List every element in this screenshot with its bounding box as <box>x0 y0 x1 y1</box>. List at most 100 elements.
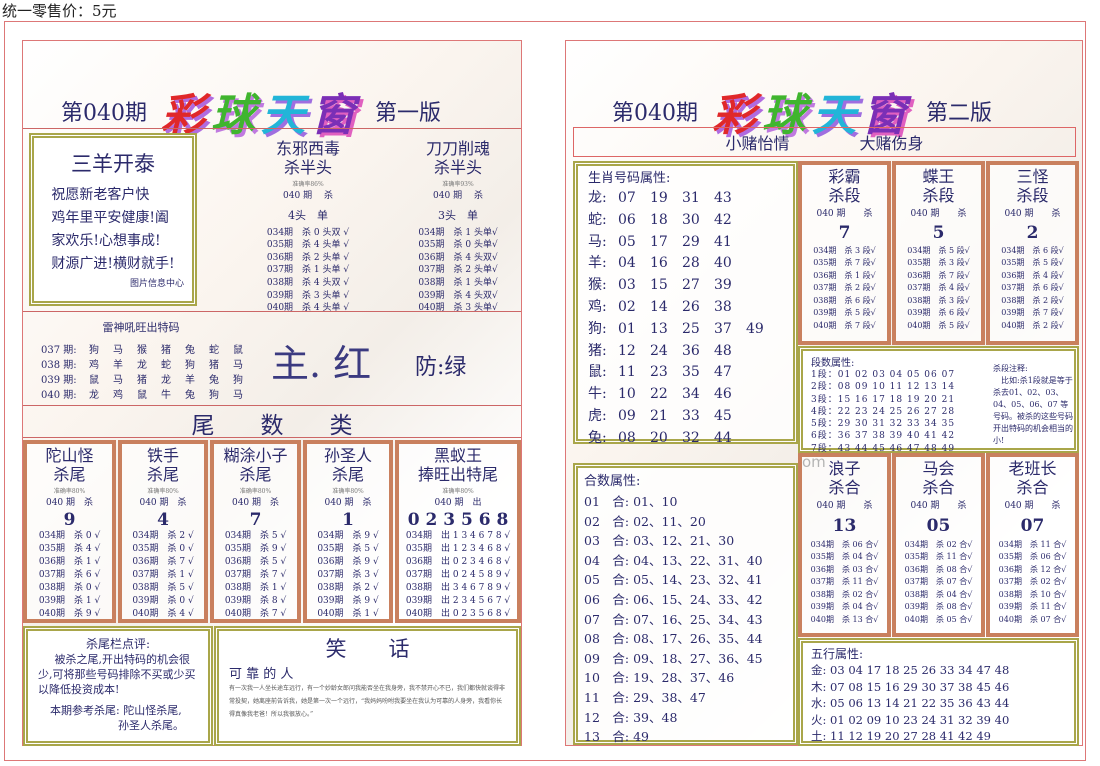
combo-row: 06 合: 06、15、24、33、42 <box>584 591 763 607</box>
history-row: 035期 杀 04 合√ <box>810 552 879 562</box>
zodiac-number: 25 <box>682 320 700 337</box>
history-row: 034期 杀 3 段√ <box>813 245 876 255</box>
history-row: 038期 杀 5 √ <box>132 582 194 593</box>
zodiac-animal: 狗 <box>89 345 99 356</box>
tail-section-title: 尾 数 类 <box>191 413 353 439</box>
zodiac-animal: 猴: <box>588 277 607 294</box>
combo-row: 08 合: 08、17、26、35、44 <box>584 631 763 647</box>
column-title: 东邪西毒 <box>275 139 340 158</box>
zodiac-number: 14 <box>650 298 668 315</box>
issue-line: 040 期 杀 <box>45 498 94 508</box>
zodiac-animal: 马 <box>233 390 243 401</box>
zodiac-row: 鸡: 02 14 26 38 <box>588 297 783 319</box>
zodiac-row: 蛇: 06 18 30 42 <box>588 210 783 232</box>
history-row: 036期 杀 08 合√ <box>904 564 973 574</box>
issue-label: 038 期: <box>41 360 77 371</box>
history-row: 036期 杀 9 √ <box>317 556 379 567</box>
zodiac-animal: 猪 <box>209 360 219 371</box>
zodiac-number: 22 <box>650 386 668 403</box>
zodiac-animal: 兔 <box>185 390 195 401</box>
zodiac-number: 24 <box>650 342 668 359</box>
zodiac-number: 44 <box>714 429 732 446</box>
prediction: 2 <box>1026 222 1039 243</box>
zodiac-row: 龙: 07 19 31 43 <box>588 188 783 210</box>
greeting-box: 三羊开泰 祝愿新老客户快 鸡年里平安健康!阖 家欢乐!心想事成! 财源广进!横财就手!… <box>29 133 197 306</box>
segment-row: 3段：15 16 17 18 19 20 21 <box>811 394 956 405</box>
segment-row: 1段：01 02 03 04 05 06 07 <box>811 370 956 380</box>
column-title: 铁手 <box>146 446 179 465</box>
history-row: 040期 杀 13 合√ <box>810 614 879 624</box>
column-title: 刀刀削魂 <box>425 139 490 158</box>
prediction: 05 <box>926 515 951 536</box>
zodiac-number: 11 <box>618 364 636 381</box>
zodiac-number: 17 <box>650 233 668 250</box>
slogan-box: 小赌怡情 大赌伤身 <box>573 127 1076 157</box>
history-row: 037期 杀 2 头单√ <box>418 265 498 276</box>
history-row: 039期 杀 8 √ <box>224 595 287 606</box>
thunder-row: 039 期: 鼠 马 猪 龙 羊 兔 狗 <box>41 373 257 388</box>
segment-note: 比如:杀1段就是等于杀去01、02、03、04、05、06、07 等号码。被杀的… <box>993 376 1073 445</box>
column-title: 三怪 <box>1016 167 1049 186</box>
column-subtitle: 杀段 <box>1016 186 1049 205</box>
column-subtitle: 杀尾 <box>239 465 272 484</box>
zodiac-title: 生肖号码属性: <box>588 171 671 186</box>
zodiac-animal: 羊 <box>113 360 123 371</box>
column-subtitle: 杀合 <box>922 478 955 497</box>
tail-kill-column: 铁手 杀尾 准确率80% 040 期 杀 4 034期 杀 2 √ 035期 杀 0 √ 03… <box>118 440 208 623</box>
joke-story-title: 可 靠 的 人 <box>229 667 294 682</box>
slogan-left: 小赌怡情 <box>725 134 790 153</box>
combo-row: 13 合: 49 <box>584 729 649 745</box>
zodiac-number: 36 <box>682 342 700 359</box>
guard-color: 防:绿 <box>415 355 467 380</box>
history-row: 038期 杀 3 段√ <box>907 295 970 305</box>
history-row: 035期 杀 0 √ <box>132 543 194 554</box>
history-row: 035期 杀 9 √ <box>224 543 287 554</box>
history-row: 034期 杀 02 合√ <box>904 539 973 549</box>
zodiac-number: 41 <box>714 233 732 250</box>
zodiac-number: 47 <box>714 364 732 381</box>
segment-kill-column: 彩霸 杀段 040 期 杀 7 034期 杀 3 段√ 035期 杀 7 段√ 036期 杀… <box>798 161 891 345</box>
segment-note-title: 杀段注释: <box>993 364 1028 373</box>
element-row: 土: 11 12 19 20 27 28 41 42 49 <box>811 729 991 743</box>
segment-kill-column: 蝶王 杀段 040 期 杀 5 034期 杀 5 段√ 035期 杀 3 段√ 036期 杀… <box>892 161 985 345</box>
column-title: 马会 <box>922 459 955 478</box>
zodiac-row: 猪: 12 24 36 48 <box>588 341 783 363</box>
history-row: 039期 杀 3 头单 √ <box>266 290 350 301</box>
greeting-source: 图片信息中心 <box>129 279 184 289</box>
zodiac-animal: 猪 <box>137 375 147 386</box>
joke-box: 笑 话 可 靠 的 人 有一次我一人坐长途车远行，有一个妙龄女郎问我能否坐在我身… <box>214 626 521 746</box>
zodiac-animal: 兔 <box>185 345 195 356</box>
zodiac-number: 46 <box>714 386 732 403</box>
divider <box>23 437 521 438</box>
column-subtitle: 杀合 <box>1016 478 1049 497</box>
zodiac-animal: 马 <box>113 375 123 386</box>
accuracy-rate: 准确率80% <box>147 488 179 495</box>
history-row: 038期 杀 1 √ <box>224 582 287 593</box>
segment-row: 2段：08 09 10 11 12 13 14 <box>811 382 956 393</box>
issue-line: 040 期 杀 <box>283 191 333 201</box>
zodiac-number: 21 <box>650 407 668 424</box>
combo-row: 04 合: 04、13、22、31、40 <box>584 552 763 568</box>
combo-row: 02 合: 02、11、20 <box>584 513 706 529</box>
prediction: 7 <box>838 222 851 243</box>
column-title: 糊涂小子 <box>223 446 288 465</box>
accuracy-rate: 准确率80% <box>239 488 272 495</box>
accuracy-rate: 准确率93% <box>442 181 474 188</box>
divider <box>23 405 521 406</box>
history-row: 040期 出 0 2 3 5 6 8 √ <box>405 608 511 619</box>
column-subtitle: 杀段 <box>922 186 955 205</box>
history-row: 035期 杀 4 √ <box>38 543 101 554</box>
zodiac-animal: 蛇 <box>209 345 219 356</box>
head-kill-column: 东邪西毒 杀半头 准确率86% 040 期 杀 4头 单 034期 杀 0 头双 √ 035… <box>238 139 378 315</box>
column-title: 黑蚁王 <box>433 446 482 465</box>
prediction: 3头 单 <box>438 208 478 222</box>
segment-attr-title: 段数属性: <box>811 358 855 369</box>
zodiac-number: 23 <box>650 364 668 381</box>
zodiac-number: 07 <box>618 190 636 206</box>
zodiac-number: 08 <box>618 429 636 446</box>
tail-comment-body: 被杀之尾,开出特码的机会很少,可将那些号码排除不买或少买以降低投资成本! <box>38 653 196 696</box>
element-row: 金: 03 04 17 18 25 26 33 34 47 48 <box>811 663 1010 677</box>
segment-row: 7段：43 44 45 46 47 48 49 <box>811 443 956 454</box>
issue-line: 040 期 杀 <box>139 498 187 508</box>
logo: 彩球天窗 <box>712 90 912 141</box>
